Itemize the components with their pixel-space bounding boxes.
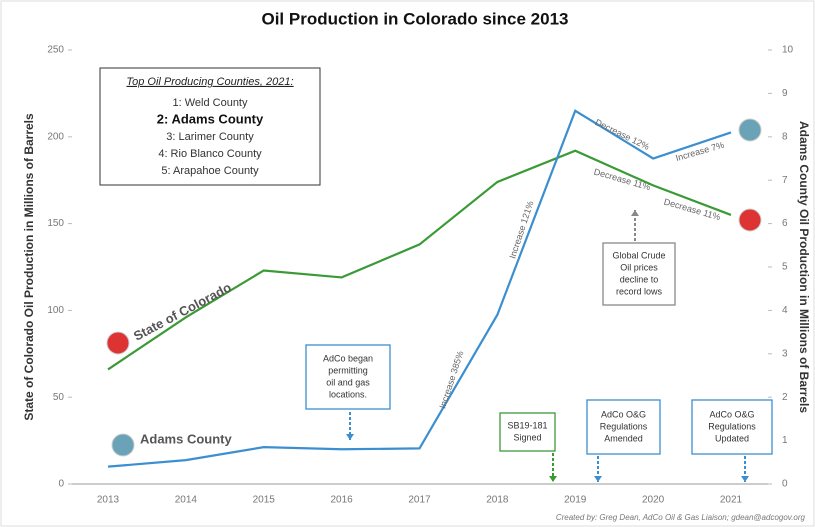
note-arrowhead xyxy=(741,476,749,482)
y-tick-label: 50 xyxy=(53,392,65,403)
x-tick-label: 2018 xyxy=(486,495,509,506)
x-tick-label: 2020 xyxy=(642,495,665,506)
note-text: Signed xyxy=(513,432,541,442)
note-text: Amended xyxy=(604,433,643,443)
chart-title: Oil Production in Colorado since 2013 xyxy=(261,9,568,28)
y2-axis-label: Adams County Oil Production in Millions … xyxy=(797,121,811,413)
logo xyxy=(106,331,130,355)
y2-tick-label: 3 xyxy=(782,348,788,359)
legend-item: 4: Rio Blanco County xyxy=(158,148,262,160)
y-tick-label: 0 xyxy=(58,479,64,490)
legend-box xyxy=(99,67,321,186)
series-line xyxy=(107,109,732,468)
y-axis-label: State of Colorado Oil Production in Mill… xyxy=(22,113,36,421)
x-tick-label: 2019 xyxy=(564,495,587,506)
note-box xyxy=(602,242,676,306)
y2-tick-label: 4 xyxy=(782,305,788,316)
legend-title: Top Oil Producing Counties, 2021: xyxy=(126,76,293,88)
note-text: AdCo O&G xyxy=(601,409,646,419)
legend-item: 2: Adams County xyxy=(157,111,264,126)
note-text: permitting xyxy=(328,365,368,375)
note-arrowhead xyxy=(631,210,639,216)
x-tick-label: 2016 xyxy=(331,495,354,506)
y2-tick-label: 6 xyxy=(782,218,788,229)
note-text: Regulations xyxy=(708,421,756,431)
note-text: Global Crude xyxy=(612,250,665,260)
note-text: Regulations xyxy=(600,421,648,431)
note-box xyxy=(305,344,391,410)
note-text: oil and gas xyxy=(326,377,370,387)
note-box xyxy=(586,399,661,455)
legend-item: 1: Weld County xyxy=(172,97,248,109)
y2-tick-label: 2 xyxy=(782,392,788,403)
note-text: AdCo O&G xyxy=(709,409,754,419)
y2-tick-label: 0 xyxy=(782,479,788,490)
x-tick-label: 2017 xyxy=(408,495,431,506)
y2-tick-label: 10 xyxy=(782,45,794,56)
note-box xyxy=(691,399,773,455)
x-tick-label: 2014 xyxy=(175,495,198,506)
y2-tick-label: 5 xyxy=(782,262,788,273)
note-box xyxy=(499,412,556,452)
y-tick-label: 100 xyxy=(47,305,64,316)
y2-tick-label: 7 xyxy=(782,175,788,186)
y2-tick-label: 1 xyxy=(782,435,788,446)
note-arrowhead xyxy=(549,476,557,482)
note-text: AdCo began xyxy=(323,353,373,363)
legend-item: 5: Arapahoe County xyxy=(161,165,259,177)
y2-tick-label: 9 xyxy=(782,88,788,99)
credit: Created by: Greg Dean, AdCo Oil & Gas Li… xyxy=(556,513,806,522)
note-text: decline to xyxy=(620,274,659,284)
note-text: Updated xyxy=(715,433,749,443)
legend-item: 3: Larimer County xyxy=(166,131,254,143)
x-tick-label: 2021 xyxy=(720,495,743,506)
logo xyxy=(111,433,135,457)
y-tick-label: 200 xyxy=(47,131,64,142)
series-label: Adams County xyxy=(140,431,233,446)
note-text: record lows xyxy=(616,286,663,296)
y-tick-label: 250 xyxy=(47,45,64,56)
note-arrowhead xyxy=(594,476,602,482)
note-arrowhead xyxy=(346,434,354,440)
series-line xyxy=(107,149,732,371)
logo xyxy=(738,208,762,232)
x-tick-label: 2013 xyxy=(97,495,120,506)
note-text: Oil prices xyxy=(620,262,658,272)
note-text: SB19-181 xyxy=(507,420,547,430)
y2-tick-label: 8 xyxy=(782,131,788,142)
logo xyxy=(738,118,762,142)
y-tick-label: 150 xyxy=(47,218,64,229)
note-text: locations. xyxy=(329,389,367,399)
x-tick-label: 2015 xyxy=(253,495,276,506)
